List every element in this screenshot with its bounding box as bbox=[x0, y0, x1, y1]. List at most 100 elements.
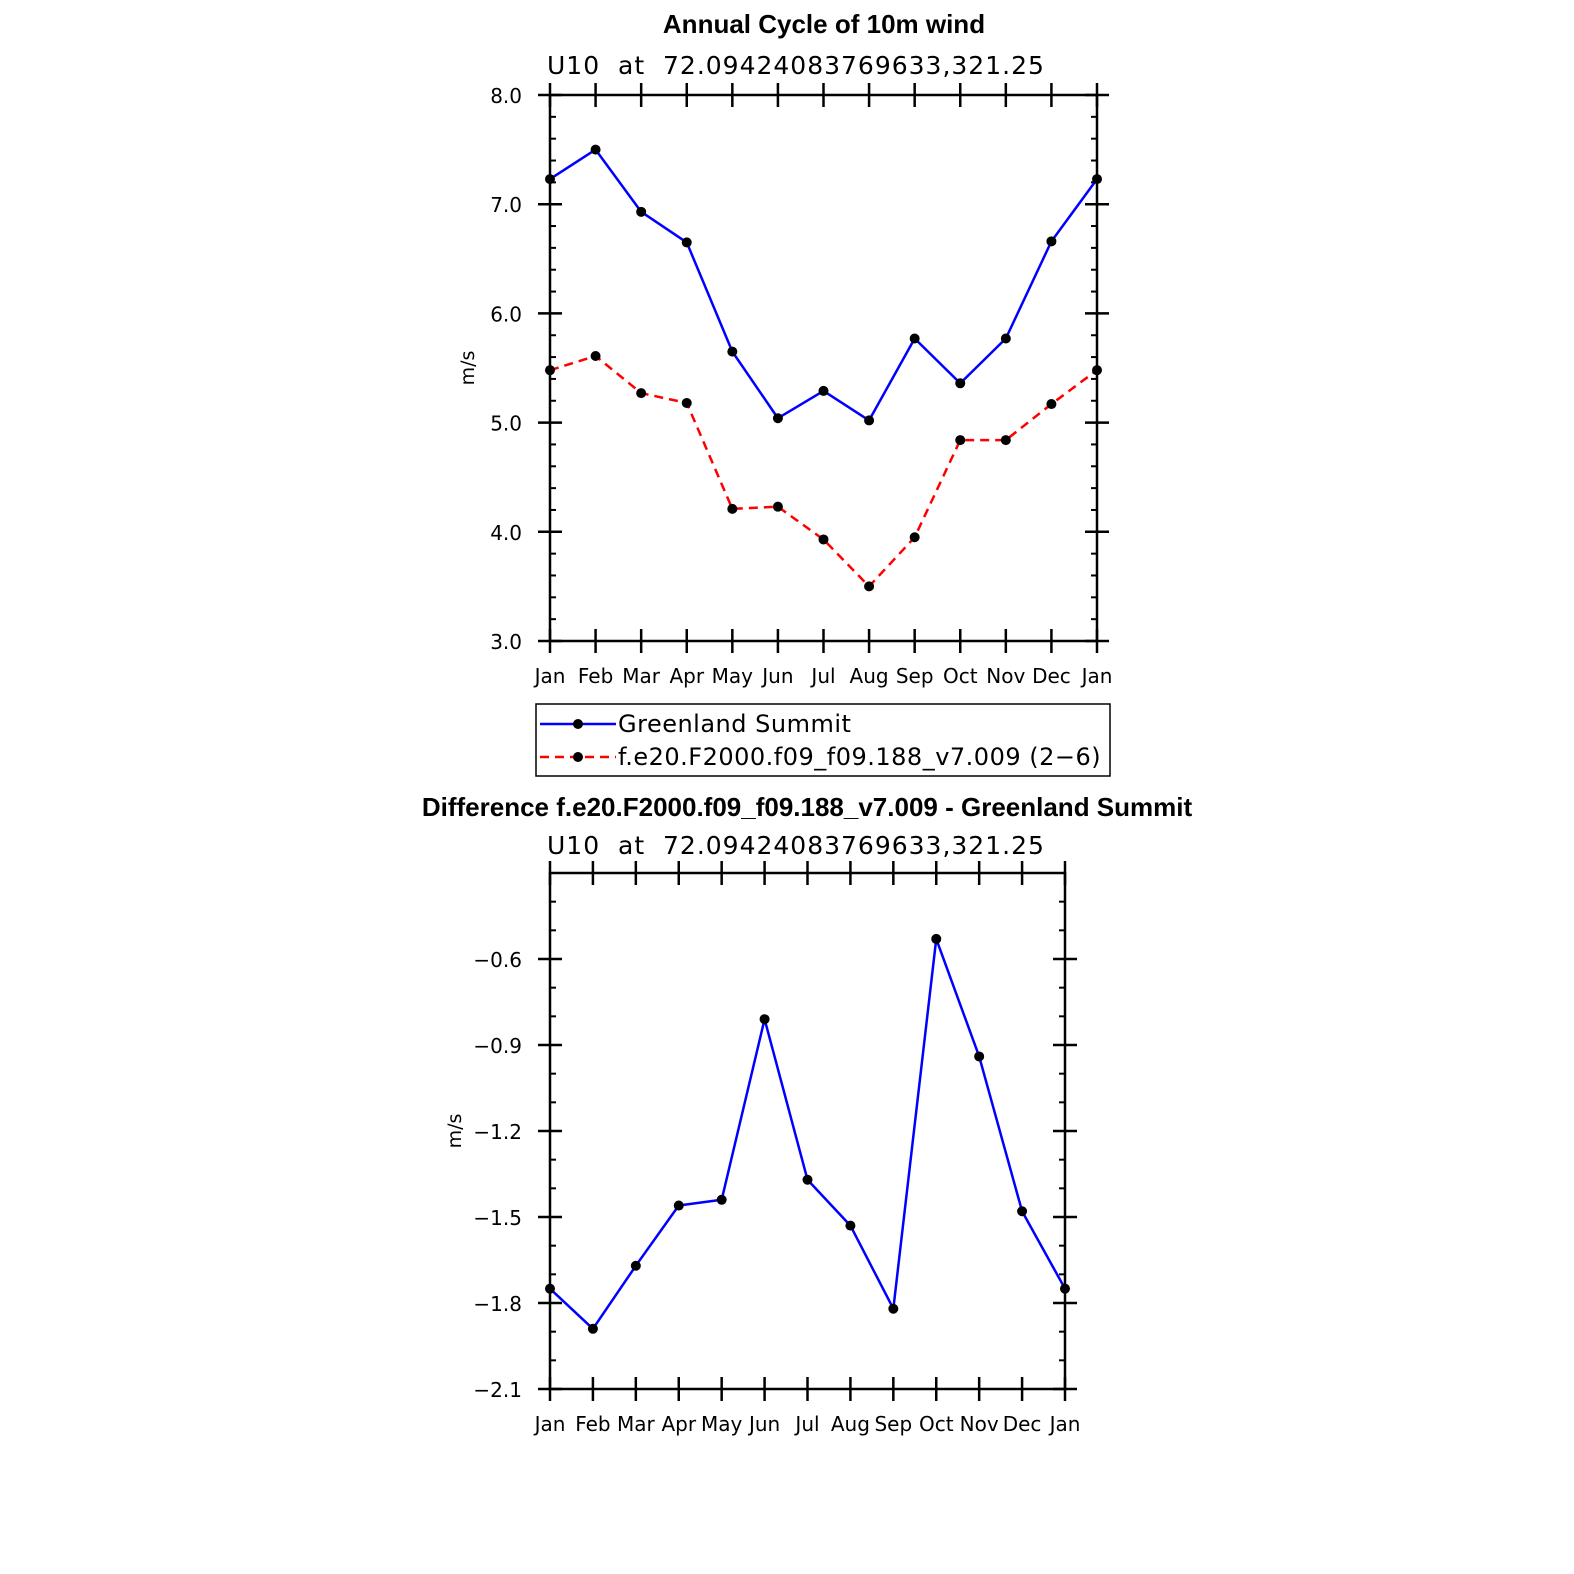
top-chart-subtitle: U10 at 72.09424083769633,321.25 bbox=[547, 51, 1045, 80]
top-y-tick-labels: 3.0 4.0 5.0 6.0 7.0 8.0 bbox=[490, 84, 522, 654]
data-point bbox=[545, 174, 555, 185]
data-point bbox=[1092, 365, 1102, 376]
data-point bbox=[1060, 1283, 1070, 1294]
series-line-1-0 bbox=[549, 937, 1067, 1331]
data-point bbox=[681, 397, 692, 408]
data-point bbox=[630, 1260, 641, 1271]
bottom-x-tick-labels: Jan Feb Mar Apr May Jun Jul Aug Sep Oct Nov Dec Jan bbox=[533, 1412, 1081, 1436]
y-tick-label: −0.9 bbox=[473, 1034, 522, 1058]
legend-label-greenland: Greenland Summit bbox=[618, 710, 851, 738]
data-point bbox=[909, 532, 920, 543]
x-tick-label: Jul bbox=[793, 1412, 819, 1436]
data-point bbox=[727, 503, 738, 514]
top-axis-ticks bbox=[538, 83, 1109, 653]
top-series-group bbox=[545, 144, 1102, 592]
data-point bbox=[1000, 435, 1011, 446]
y-tick-label: 5.0 bbox=[490, 412, 522, 436]
data-point bbox=[864, 581, 875, 592]
data-point bbox=[636, 206, 647, 217]
x-tick-label: Oct bbox=[943, 664, 978, 688]
data-point bbox=[888, 1303, 899, 1314]
x-tick-label: Mar bbox=[622, 664, 661, 688]
series-line-0-0 bbox=[549, 148, 1099, 422]
x-tick-label: Apr bbox=[661, 1412, 696, 1436]
y-tick-label: 6.0 bbox=[490, 302, 522, 326]
top-y-axis-label: m/s bbox=[457, 351, 479, 386]
x-tick-label: Sep bbox=[896, 664, 934, 688]
x-tick-label: May bbox=[712, 664, 754, 688]
legend: Greenland Summit f.e20.F2000.f09_f09.188… bbox=[535, 703, 1111, 777]
x-tick-label: Nov bbox=[960, 1412, 999, 1436]
bottom-series-group bbox=[545, 933, 1070, 1334]
top-x-tick-labels: Jan Feb Mar Apr May Jun Jul Aug Sep Oct Nov Dec Jan bbox=[533, 664, 1113, 688]
data-point bbox=[909, 333, 920, 344]
data-point bbox=[716, 1194, 727, 1205]
top-plot-frame bbox=[548, 93, 1099, 643]
bottom-chart-title: Difference f.e20.F2000.f09_f09.188_v7.00… bbox=[422, 792, 1193, 822]
x-tick-label: Sep bbox=[874, 1412, 912, 1436]
x-tick-label: Jan bbox=[1080, 664, 1113, 688]
x-tick-label: May bbox=[701, 1412, 743, 1436]
x-tick-label: Apr bbox=[669, 664, 704, 688]
data-point bbox=[590, 350, 601, 361]
y-tick-label: −0.6 bbox=[473, 948, 522, 972]
x-tick-label: Jan bbox=[533, 664, 566, 688]
y-tick-label: −1.8 bbox=[473, 1292, 522, 1316]
x-tick-label: Oct bbox=[919, 1412, 954, 1436]
bottom-chart: Difference f.e20.F2000.f09_f09.188_v7.00… bbox=[422, 792, 1193, 1436]
legend-box bbox=[535, 703, 1111, 777]
data-point bbox=[818, 534, 829, 545]
bottom-plot-frame bbox=[548, 871, 1067, 1391]
data-point bbox=[759, 1014, 770, 1025]
bottom-chart-subtitle: U10 at 72.09424083769633,321.25 bbox=[547, 831, 1045, 860]
y-tick-label: 4.0 bbox=[490, 521, 522, 545]
data-point bbox=[1017, 1206, 1028, 1217]
x-tick-label: Feb bbox=[575, 1412, 610, 1436]
data-point bbox=[802, 1174, 813, 1185]
data-point bbox=[845, 1220, 856, 1231]
y-tick-label: 7.0 bbox=[490, 193, 522, 217]
data-point bbox=[974, 1051, 985, 1062]
bottom-axis-ticks bbox=[538, 861, 1077, 1401]
data-point bbox=[727, 346, 738, 357]
data-point bbox=[545, 365, 555, 376]
data-point bbox=[818, 385, 829, 396]
bottom-y-tick-labels: −2.1 −1.8 −1.5 −1.2 −0.9 −0.6 bbox=[473, 948, 522, 1402]
top-chart: Annual Cycle of 10m wind U10 at 72.09424… bbox=[457, 9, 1113, 777]
data-point bbox=[590, 144, 601, 155]
data-point bbox=[772, 413, 783, 424]
y-tick-label: −1.5 bbox=[473, 1206, 522, 1230]
data-point bbox=[864, 415, 875, 426]
data-point bbox=[636, 388, 647, 399]
x-tick-label: Mar bbox=[617, 1412, 656, 1436]
data-point bbox=[955, 378, 966, 389]
y-tick-label: −2.1 bbox=[473, 1378, 522, 1402]
data-point bbox=[955, 435, 966, 446]
data-point bbox=[1000, 333, 1011, 344]
x-tick-label: Jul bbox=[809, 664, 835, 688]
data-point bbox=[1046, 236, 1057, 247]
x-tick-label: Jan bbox=[1048, 1412, 1081, 1436]
y-tick-label: 8.0 bbox=[490, 84, 522, 108]
data-point bbox=[587, 1323, 598, 1334]
x-tick-label: Dec bbox=[1003, 1412, 1042, 1436]
data-point bbox=[1046, 399, 1057, 410]
top-chart-title: Annual Cycle of 10m wind bbox=[663, 9, 985, 39]
y-tick-label: 3.0 bbox=[490, 630, 522, 654]
data-point bbox=[931, 933, 942, 944]
legend-marker-model bbox=[573, 752, 583, 762]
x-tick-label: Dec bbox=[1032, 664, 1071, 688]
data-point bbox=[1092, 174, 1102, 185]
data-point bbox=[545, 1283, 555, 1294]
x-tick-label: Jun bbox=[747, 1412, 780, 1436]
y-tick-label: −1.2 bbox=[473, 1120, 522, 1144]
x-tick-label: Aug bbox=[831, 1412, 870, 1436]
x-tick-label: Feb bbox=[578, 664, 613, 688]
bottom-y-axis-label: m/s bbox=[444, 1114, 466, 1149]
data-point bbox=[681, 237, 692, 248]
x-tick-label: Aug bbox=[850, 664, 889, 688]
x-tick-label: Jun bbox=[760, 664, 793, 688]
legend-label-model: f.e20.F2000.f09_f09.188_v7.009 (2−6) bbox=[618, 743, 1101, 771]
data-point bbox=[772, 501, 783, 512]
